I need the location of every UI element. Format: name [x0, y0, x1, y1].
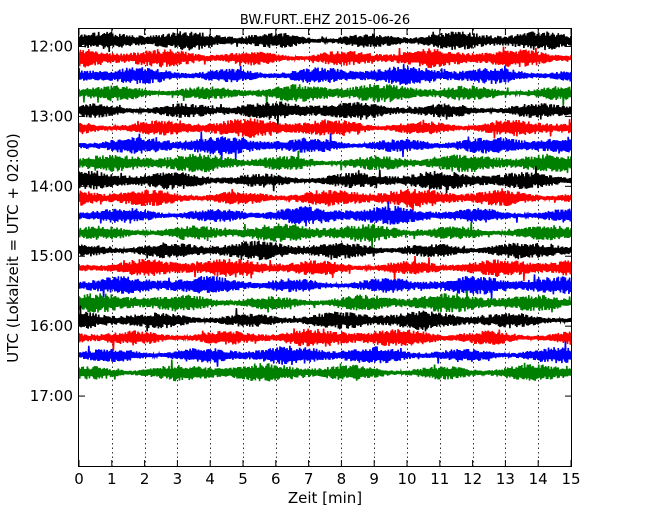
seismogram-trace: [78, 166, 572, 194]
x-tick-label: 4: [205, 470, 215, 488]
seismogram-trace: [78, 118, 572, 139]
seismogram-trace: [78, 222, 572, 248]
x-tick-label: 0: [74, 470, 84, 488]
y-axis-label: UTC (Lokalzeit = UTC + 02:00): [4, 133, 22, 363]
seismogram-trace: [78, 64, 572, 86]
seismogram-trace: [78, 101, 572, 125]
seismogram-trace: [78, 150, 572, 174]
y-tick-label: 14:00: [30, 177, 73, 195]
y-tick-label: 16:00: [30, 317, 73, 335]
x-tick-label: 9: [369, 470, 379, 488]
x-tick-label: 5: [238, 470, 248, 488]
seismogram-trace: [78, 240, 572, 261]
seismogram-trace: [78, 46, 572, 69]
y-tick-label: 15:00: [30, 247, 73, 265]
x-tick-label: 7: [304, 470, 314, 488]
plot-frame: [78, 28, 572, 467]
seismogram-trace: [78, 201, 572, 227]
seismogram-trace: [78, 131, 572, 161]
x-tick-label: 13: [496, 470, 515, 488]
x-tick-label: 14: [529, 470, 548, 488]
y-axis: 12:00 13:00 14:00 15:00 16:00 17:00: [30, 37, 571, 405]
seismogram-trace: [78, 290, 572, 313]
x-tick-label: 6: [271, 470, 281, 488]
y-tick-label: 12:00: [30, 37, 73, 55]
trace-group: [78, 31, 572, 382]
seismogram-trace: [78, 255, 572, 282]
x-tick-label: 11: [430, 470, 449, 488]
seismogram-trace: [78, 274, 572, 300]
x-axis-label: Zeit [min]: [288, 489, 362, 507]
x-tick-label: 1: [107, 470, 117, 488]
x-tick-label: 8: [337, 470, 347, 488]
seismogram-trace: [78, 359, 572, 382]
seismogram-trace: [78, 31, 572, 53]
chart-title: BW.FURT..EHZ 2015-06-26: [240, 13, 410, 28]
x-tick-label: 12: [463, 470, 482, 488]
x-tick-label: 10: [397, 470, 416, 488]
x-tick-label: 15: [561, 470, 580, 488]
seismogram-trace: [78, 305, 572, 332]
y-tick-label: 13:00: [30, 107, 73, 125]
x-tick-label: 3: [173, 470, 183, 488]
seismogram-trace: [78, 341, 572, 367]
vertical-grid: [112, 29, 539, 466]
seismogram-trace: [78, 188, 572, 216]
seismogram-trace: [78, 84, 572, 107]
y-tick-label: 17:00: [30, 387, 73, 405]
x-tick-label: 2: [140, 470, 150, 488]
x-axis: 0 1 2 3 4 5 6 7 8 9 10 11 12 13 14 15: [74, 29, 581, 488]
seismogram-trace: [78, 328, 572, 351]
